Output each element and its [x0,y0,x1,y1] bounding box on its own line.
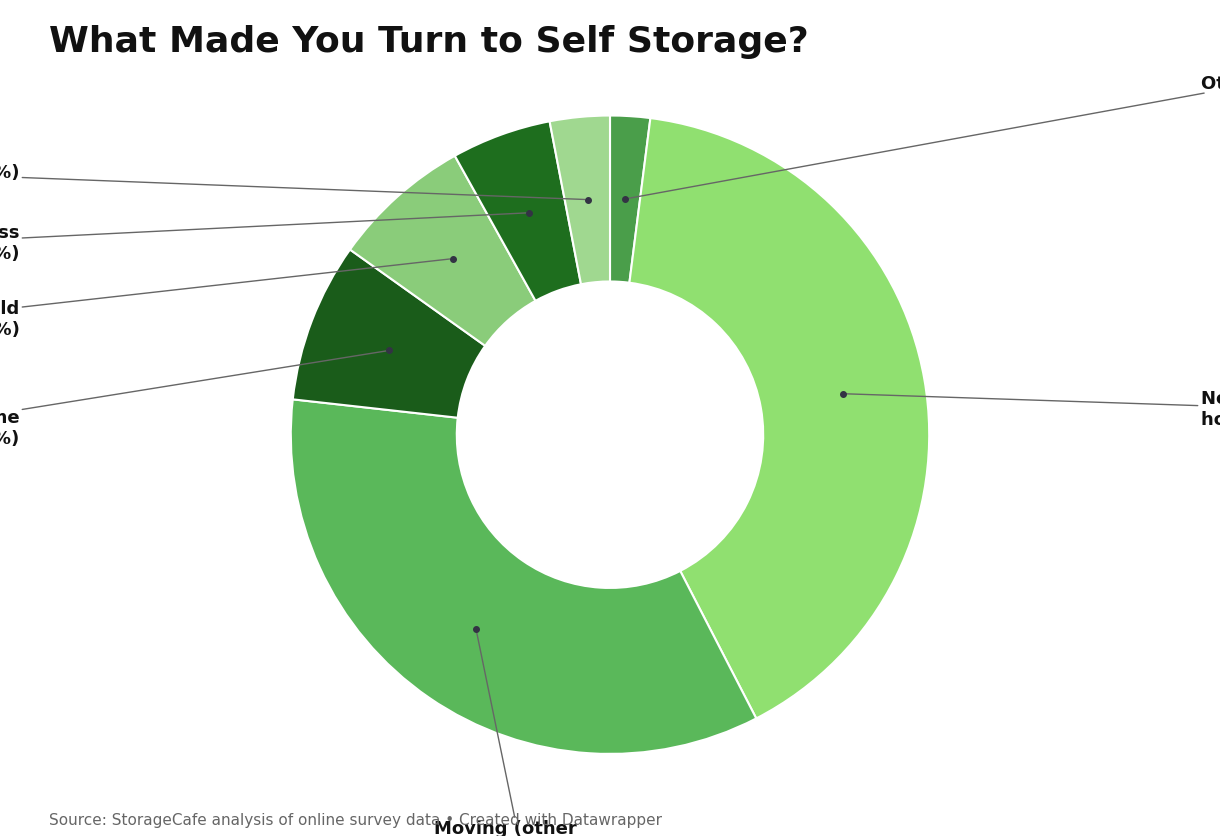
Wedge shape [293,250,486,418]
Wedge shape [350,155,536,346]
Text: Moving (other
than downsizing)
(34%): Moving (other than downsizing) (34%) [434,632,609,836]
Text: Home renovation (3%): Home renovation (3%) [0,164,584,200]
Wedge shape [290,400,756,754]
Text: Not enough space at
home (40%): Not enough space at home (40%) [845,390,1220,429]
Text: Changes in household
size (7%): Changes in household size (7%) [0,259,450,339]
Text: Other (2%): Other (2%) [628,74,1220,198]
Wedge shape [630,118,930,718]
Text: Source: StorageCafe analysis of online survey data • Created with Datawrapper: Source: StorageCafe analysis of online s… [49,813,661,828]
Text: Storing for business
purposes (5%): Storing for business purposes (5%) [0,213,527,263]
Wedge shape [455,121,581,301]
Wedge shape [610,115,650,283]
Text: Downsizing your home
(8%): Downsizing your home (8%) [0,351,387,448]
Text: What Made You Turn to Self Storage?: What Made You Turn to Self Storage? [49,25,809,59]
Wedge shape [549,115,610,284]
